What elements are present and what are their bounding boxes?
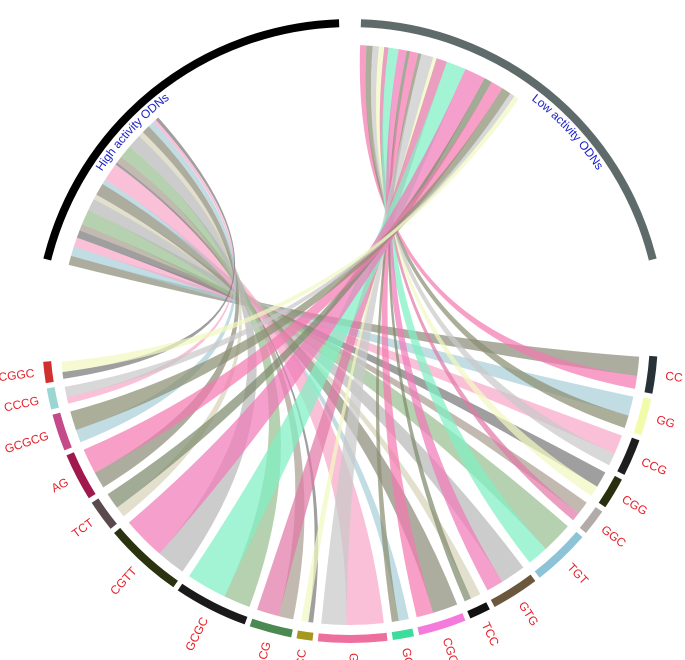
group-arc [66,452,96,499]
group-arc [534,531,583,578]
group-label: CGG [619,492,650,518]
chord [68,255,640,377]
group-arc [490,574,536,607]
group-arc [317,632,388,643]
chord [381,47,546,563]
group-arc [52,412,72,451]
chord [116,156,305,620]
chord [189,61,466,597]
chord [82,210,568,549]
group-label: GTG [516,599,542,628]
chord [321,53,434,625]
group-arc [633,397,652,436]
group-label: TCC [479,620,502,649]
group-label: GGC [599,522,629,550]
chord [381,51,434,618]
arc-label: Low activity ODNs [529,91,606,172]
chord [301,57,437,622]
group-arc [91,498,117,529]
group-label: TCT [69,515,97,540]
group-arc [598,475,622,508]
group-arc [177,583,248,625]
group-arc [249,618,293,638]
group-arc [296,630,314,641]
group-label: CCG [639,455,669,478]
group-label: TCGCG [249,640,274,660]
group-arc [360,19,657,261]
group-label: CCCG [3,393,40,414]
group-label: TGT [564,560,591,588]
group-label: GCGCG [3,428,50,456]
chord [73,237,622,454]
chord [370,45,615,466]
group-arc [467,602,490,619]
group-label: AG [49,475,71,495]
group-label: GCC [399,647,417,660]
group-label: CCC [291,648,309,660]
group-arc [43,361,54,384]
group-arc [644,355,658,394]
group-label: GG [655,412,677,430]
chord [385,49,503,591]
arc-label-text: Low activity ODNs [529,91,606,172]
group-arc [391,628,415,641]
chord [83,81,503,473]
group-label: GCGT [347,653,361,660]
group-label: GCGC [182,614,211,653]
group-label: CGGC [0,366,35,384]
chord [375,46,598,496]
ribbons [61,45,640,626]
chord [105,164,384,626]
chord [76,230,606,487]
group-label: CGCGT [440,636,467,660]
group-label: CC [664,369,683,385]
group-arc [417,613,466,636]
group-arc [114,527,178,588]
group-arc [43,19,340,261]
group-label: CGTT [107,564,140,598]
group-arc [579,507,603,533]
chord [128,68,485,554]
group-arc [617,437,640,475]
group-arc [46,387,59,410]
